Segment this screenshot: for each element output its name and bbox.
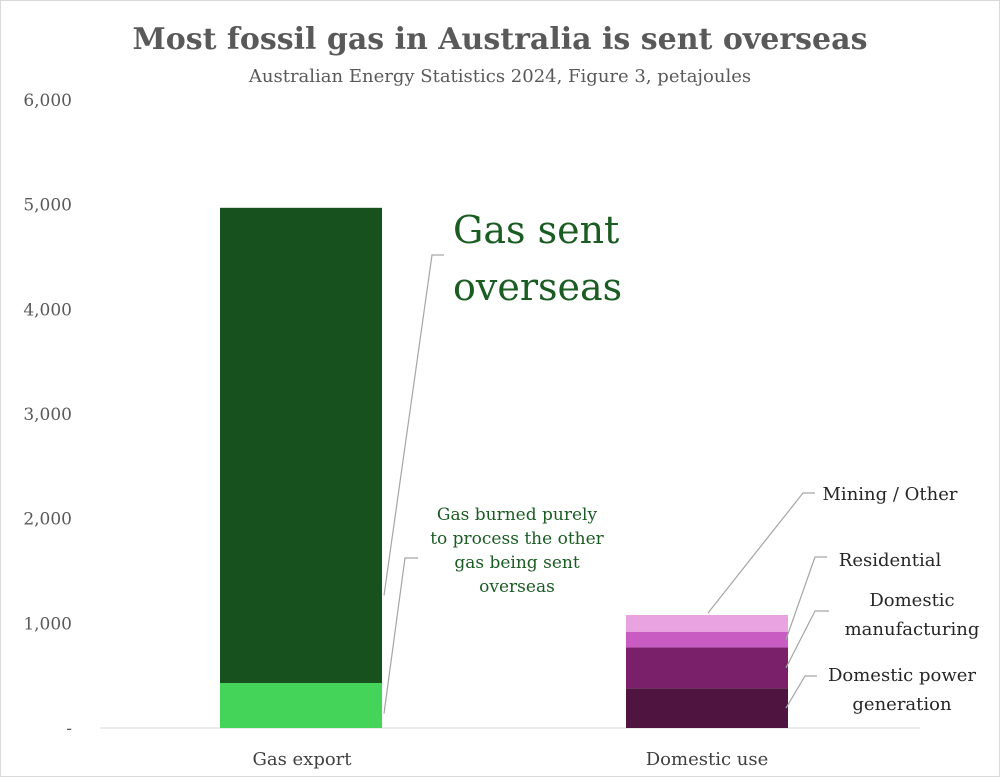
- leader-line-processing: [383, 557, 418, 714]
- category-label: Gas export: [252, 749, 352, 770]
- y-tick-label: 2,000: [23, 510, 72, 530]
- annotation-processing: gas being sent: [454, 553, 579, 573]
- y-tick-label: 1,000: [23, 614, 72, 634]
- leader-line-residential: [785, 556, 827, 640]
- y-tick-label: 5,000: [23, 196, 72, 216]
- y-tick-label: 4,000: [23, 300, 72, 320]
- annotation-manufacturing: manufacturing: [845, 619, 980, 640]
- y-tick-label: 3,000: [23, 405, 72, 425]
- y-tick-label: -: [66, 719, 72, 739]
- bar-segment-processing: [220, 682, 382, 728]
- y-tick-label: 6,000: [23, 91, 72, 111]
- annotation-manufacturing: Domestic: [869, 590, 954, 611]
- annotation-power: generation: [852, 694, 952, 715]
- category-label: Domestic use: [646, 749, 769, 770]
- bar-segment-export: [220, 207, 382, 683]
- leader-line-export: [383, 254, 444, 596]
- chart-subtitle: Australian Energy Statistics 2024, Figur…: [248, 66, 752, 87]
- leader-line-mining: [707, 492, 815, 614]
- leader-line-power: [785, 675, 817, 709]
- annotation-residential: Residential: [839, 550, 942, 571]
- bar-segment-residential: [626, 631, 788, 648]
- bar-segment-power: [626, 688, 788, 728]
- leader-line-manufacturing: [785, 610, 829, 669]
- bar-segment-mining: [626, 614, 788, 632]
- annotation-export: Gas sent: [453, 208, 619, 252]
- annotation-processing: overseas: [479, 577, 555, 597]
- annotation-mining: Mining / Other: [823, 484, 958, 505]
- chart-title: Most fossil gas in Australia is sent ove…: [132, 22, 868, 57]
- annotation-processing: Gas burned purely: [437, 505, 598, 525]
- annotation-export: overseas: [453, 265, 622, 309]
- annotation-power: Domestic power: [828, 665, 976, 686]
- bar-segment-manufacturing: [626, 647, 788, 689]
- annotation-processing: to process the other: [430, 529, 604, 549]
